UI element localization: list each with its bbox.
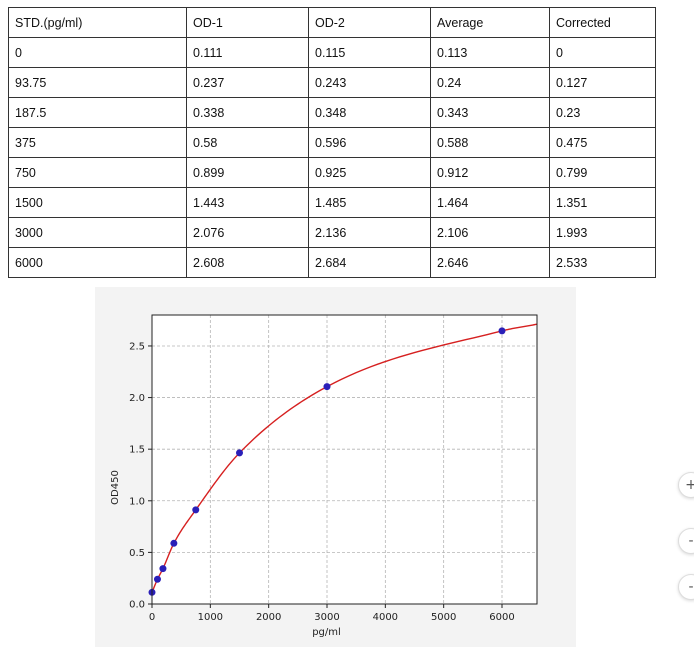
table-cell: 0.912 [430,157,550,188]
data-point [159,565,167,573]
x-tick-label: 2000 [256,612,281,623]
zoom-out-button[interactable]: - [678,528,694,554]
table-header-row: STD.(pg/ml) OD-1 OD-2 Average Corrected [8,7,656,38]
table-cell: 6000 [8,247,187,278]
table-cell: 187.5 [8,97,187,128]
data-point [170,539,178,547]
column-header: OD-2 [308,7,431,38]
table-cell: 2.533 [549,247,656,278]
standard-curve-chart: 0 1000 2000 3000 4000 5000 6000 0.0 0.5 1.0 1.5 2.0… [95,287,576,647]
zoom-in-button[interactable]: + [678,472,694,498]
table-cell: 1.351 [549,187,656,218]
chart-svg: 0 1000 2000 3000 4000 5000 6000 0.0 0.5 1.0 1.5 2.0… [110,314,538,638]
table-row: 0 0.111 0.115 0.113 0 [8,37,656,68]
standard-curve-table: STD.(pg/ml) OD-1 OD-2 Average Corrected … [8,7,656,278]
table-cell: 0.338 [186,97,309,128]
table-cell: 0.799 [549,157,656,188]
table-cell: 0.115 [308,37,431,68]
table-cell: 1.443 [186,187,309,218]
table-cell: 0.24 [430,67,550,98]
table-cell: 0.925 [308,157,431,188]
data-point [236,449,243,457]
data-point [192,506,200,514]
x-tick-label: 6000 [489,612,514,623]
table-row: 375 0.58 0.596 0.588 0.475 [8,127,656,158]
table-row: 3000 2.076 2.136 2.106 1.993 [8,217,656,248]
table-cell: 1.485 [308,187,431,218]
table-cell: 0.127 [549,67,656,98]
data-point [498,327,506,335]
table-row: 1500 1.443 1.485 1.464 1.351 [8,187,656,218]
table-cell: 0.343 [430,97,550,128]
table-cell: 2.106 [430,217,550,248]
table-cell: 2.608 [186,247,309,278]
table-cell: 93.75 [8,67,187,98]
y-tick-label: 0.5 [129,548,145,559]
plot-frame [151,314,538,605]
y-tick-label: 1.5 [129,445,145,456]
zoom-reset-button[interactable]: - [678,574,694,600]
y-tick-label: 2.5 [129,341,145,352]
table-cell: 0.111 [186,37,309,68]
x-tick-label: 1000 [198,612,223,623]
x-tick-label: 4000 [373,612,398,623]
column-header: STD.(pg/ml) [8,7,187,38]
table-cell: 0.596 [308,127,431,158]
table-cell: 2.136 [308,217,431,248]
column-header: Average [430,7,550,38]
table-cell: 0.23 [549,97,656,128]
y-tick-label: 1.0 [129,496,145,507]
table-cell: 750 [8,157,187,188]
y-tick-label: 0.0 [129,600,145,611]
table-cell: 0.243 [308,67,431,98]
table-cell: 0.348 [308,97,431,128]
column-header: OD-1 [186,7,309,38]
table-cell: 0 [8,37,187,68]
column-header: Corrected [549,7,656,38]
data-point [323,383,331,391]
x-tick-label: 3000 [314,612,339,623]
table-cell: 0.58 [186,127,309,158]
table-cell: 0.588 [430,127,550,158]
table-row: 187.5 0.338 0.348 0.343 0.23 [8,97,656,128]
plot-area [152,315,537,604]
table-row: 93.75 0.237 0.243 0.24 0.127 [8,67,656,98]
table-cell: 0.899 [186,157,309,188]
table-cell: 0.475 [549,127,656,158]
data-point [153,575,161,583]
table-cell: 2.076 [186,217,309,248]
x-axis-label: pg/ml [312,627,341,638]
table-cell: 0.113 [430,37,550,68]
table-cell: 1500 [8,187,187,218]
y-tick-label: 2.0 [129,393,145,404]
table-cell: 0.237 [186,67,309,98]
table-cell: 0 [549,37,656,68]
table-cell: 2.646 [430,247,550,278]
x-tick-label: 5000 [431,612,456,623]
y-axis-label: OD450 [110,470,121,505]
table-row: 6000 2.608 2.684 2.646 2.533 [8,247,656,278]
x-tick-label: 0 [149,612,155,623]
table-cell: 3000 [8,217,187,248]
table-cell: 375 [8,127,187,158]
table-row: 750 0.899 0.925 0.912 0.799 [8,157,656,188]
table-cell: 1.464 [430,187,550,218]
table-cell: 2.684 [308,247,431,278]
table-cell: 1.993 [549,217,656,248]
